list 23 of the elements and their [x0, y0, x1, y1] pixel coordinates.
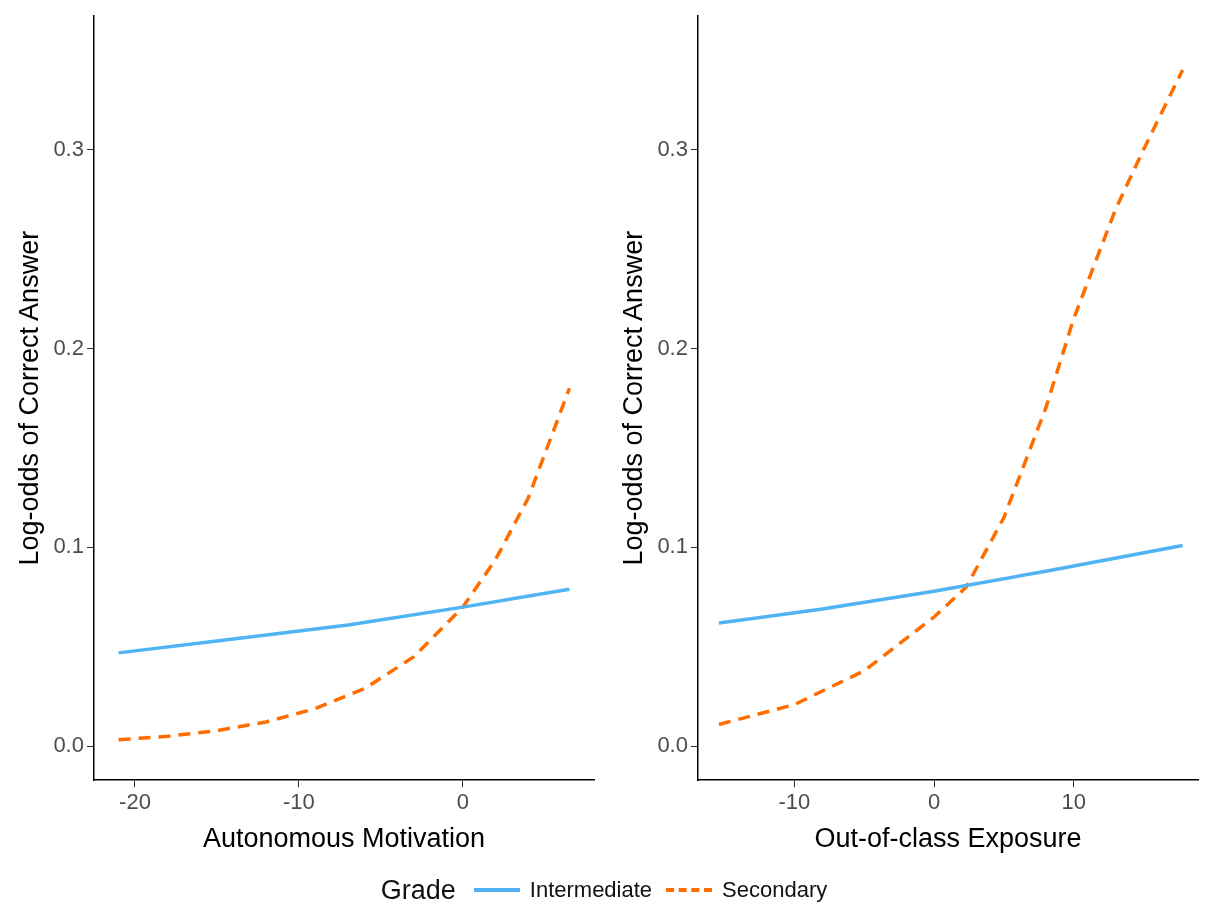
x-tick-label: -10 — [778, 789, 811, 815]
x-tick-label: 10 — [1061, 789, 1086, 815]
legend-title: Grade — [380, 874, 456, 906]
y-tick-label: 0.0 — [657, 732, 688, 758]
y-tick-label: 0.3 — [657, 135, 688, 161]
x-tick-label: -10 — [283, 789, 315, 815]
y-tick-label: 0.0 — [53, 732, 84, 758]
x-tick-label: 0 — [456, 789, 469, 815]
y-tick-label: 0.2 — [53, 334, 84, 360]
legend-label: Secondary — [722, 877, 828, 903]
x-axis-title: Autonomous Motivation — [202, 823, 486, 854]
y-tick-label: 0.1 — [657, 533, 688, 559]
line-series — [717, 68, 1185, 727]
y-tick-label: 0.1 — [53, 533, 84, 559]
x-tick-label: 0 — [927, 789, 941, 815]
y-axis-title: Log-odds of Correct Answer — [617, 230, 648, 566]
legend-label: Intermediate — [529, 877, 653, 903]
line-series — [116, 386, 572, 742]
y-tick-label: 0.3 — [53, 135, 84, 161]
y-axis-title: Log-odds of Correct Answer — [13, 230, 44, 566]
y-tick-label: 0.2 — [657, 334, 688, 360]
x-axis-title: Out-of-class Exposure — [814, 823, 1082, 854]
x-tick-label: -20 — [119, 789, 151, 815]
